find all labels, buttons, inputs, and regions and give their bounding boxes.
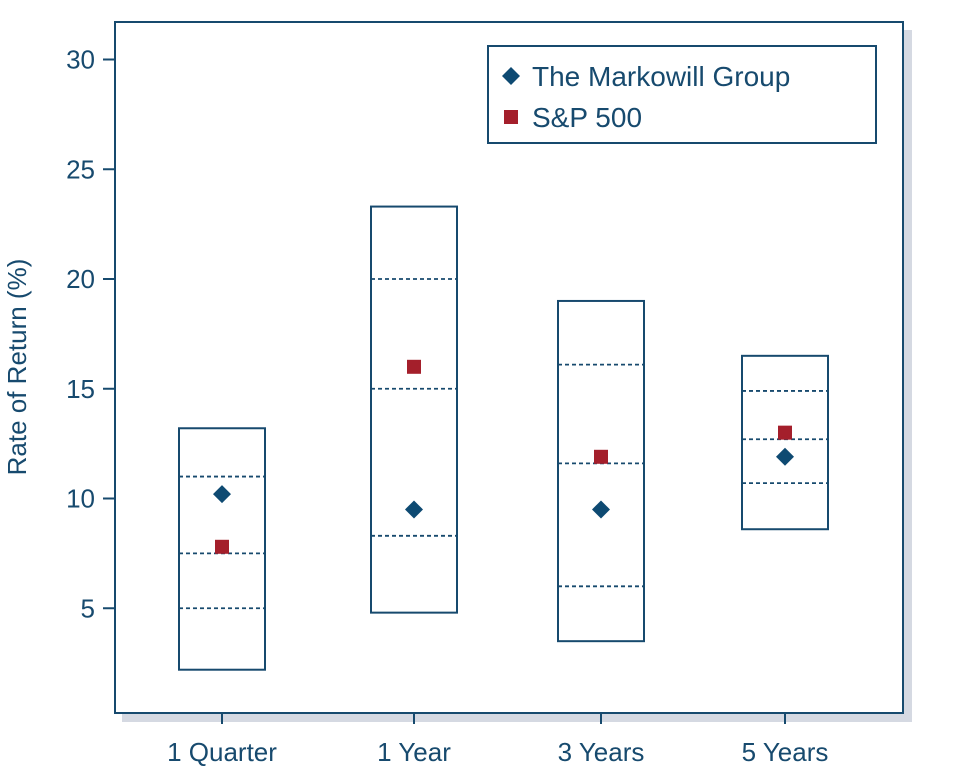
legend-label: The Markowill Group [532, 61, 790, 92]
markowill-point [405, 500, 423, 519]
y-tick-label: 10 [66, 484, 95, 514]
y-tick-label: 15 [66, 374, 95, 404]
range-box-outline [178, 427, 266, 671]
sp500-point [215, 539, 229, 554]
markowill-point [776, 447, 794, 466]
series-markers [213, 359, 794, 554]
legend-label: S&P 500 [532, 102, 642, 133]
y-tick-label: 30 [66, 45, 95, 75]
y-axis-title: Rate of Return (%) [2, 259, 32, 476]
markowill-point [213, 485, 231, 504]
sp500-point [594, 449, 608, 464]
legend-marker-markowill [502, 67, 520, 85]
sp500-point [407, 359, 421, 374]
x-tick-label: 3 Years [558, 737, 645, 767]
x-tick-label: 1 Year [377, 737, 451, 767]
legend-marker-sp500 [504, 110, 518, 124]
range-box [370, 205, 458, 614]
y-tick-label: 20 [66, 264, 95, 294]
range-box-outline [741, 354, 829, 531]
x-tick-label: 5 Years [742, 737, 829, 767]
legend: The Markowill Group S&P 500 [487, 45, 877, 144]
x-tick-label: 1 Quarter [167, 737, 277, 767]
y-axis: 5 10 15 20 25 30 [66, 45, 115, 623]
y-tick-label: 5 [81, 593, 95, 623]
y-tick-label: 25 [66, 154, 95, 184]
range-box-outline [370, 205, 458, 614]
markowill-point [592, 500, 610, 519]
legend-box [487, 45, 877, 144]
sp500-point [778, 425, 792, 440]
range-box-outline [557, 299, 645, 643]
x-axis: 1 Quarter 1 Year 3 Years 5 Years [167, 713, 828, 767]
